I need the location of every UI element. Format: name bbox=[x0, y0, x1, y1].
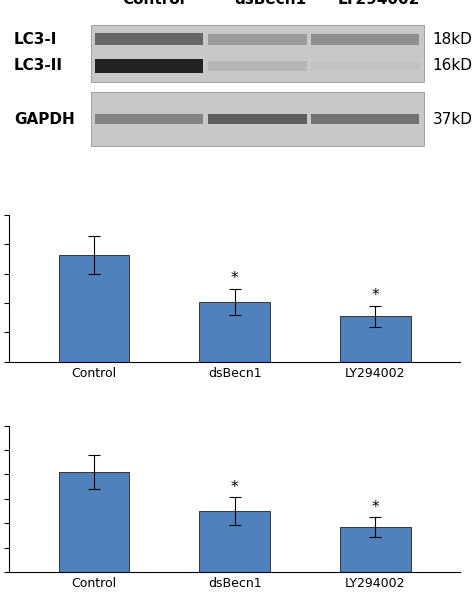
Bar bbox=[59, 472, 129, 572]
FancyBboxPatch shape bbox=[91, 24, 424, 82]
Text: *: * bbox=[231, 271, 238, 286]
Text: Control: Control bbox=[122, 0, 185, 7]
FancyBboxPatch shape bbox=[208, 61, 307, 70]
Bar bbox=[59, 255, 129, 362]
Text: *: * bbox=[372, 288, 379, 303]
Text: *: * bbox=[231, 480, 238, 495]
FancyBboxPatch shape bbox=[311, 34, 419, 45]
FancyBboxPatch shape bbox=[95, 59, 203, 73]
FancyBboxPatch shape bbox=[208, 34, 307, 45]
Text: *: * bbox=[372, 500, 379, 515]
FancyBboxPatch shape bbox=[208, 114, 307, 125]
Bar bbox=[340, 316, 410, 362]
Text: 18kD: 18kD bbox=[433, 32, 473, 46]
Text: 37kD: 37kD bbox=[433, 111, 473, 126]
FancyBboxPatch shape bbox=[91, 92, 424, 146]
Bar bbox=[200, 302, 270, 362]
Text: dsBecn1: dsBecn1 bbox=[235, 0, 307, 7]
Text: GAPDH: GAPDH bbox=[14, 111, 75, 126]
FancyBboxPatch shape bbox=[311, 62, 419, 70]
Bar bbox=[340, 527, 410, 572]
FancyBboxPatch shape bbox=[311, 114, 419, 124]
Text: LY294002: LY294002 bbox=[337, 0, 420, 7]
Text: LC3-II: LC3-II bbox=[14, 58, 63, 73]
FancyBboxPatch shape bbox=[95, 114, 203, 125]
Text: 16kD: 16kD bbox=[433, 58, 473, 73]
Text: LC3-I: LC3-I bbox=[14, 32, 57, 46]
FancyBboxPatch shape bbox=[95, 33, 203, 45]
Bar bbox=[200, 511, 270, 572]
